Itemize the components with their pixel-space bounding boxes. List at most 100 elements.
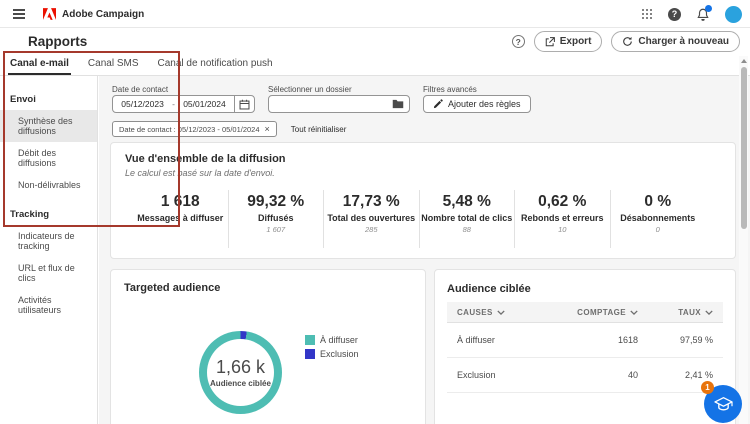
donut-total-value: 1,66 k: [215, 357, 266, 377]
add-rules-button[interactable]: Ajouter des règles: [423, 95, 531, 113]
reload-label: Charger à nouveau: [638, 36, 729, 47]
export-button[interactable]: Export: [533, 31, 603, 52]
legend-swatch-teal: [305, 335, 315, 345]
cell-count: 40: [627, 370, 638, 380]
hamburger-menu-icon[interactable]: [13, 9, 25, 19]
sidebar-section-envoi: Envoi: [10, 94, 36, 105]
metric-label: Diffusés: [257, 213, 294, 223]
metric-total-clics: 5,48 % Nombre total de clics 88: [418, 190, 515, 248]
date-end-field[interactable]: 05/01/2024: [183, 99, 226, 109]
metric-total-ouvertures: 17,73 % Total des ouvertures 285: [323, 190, 419, 248]
metric-sub: 10: [558, 225, 567, 234]
audience-table: CAUSES COMPTAGE TAUX À diffuser 1618: [447, 302, 723, 393]
date-filter-label: Date de contact: [112, 85, 169, 94]
date-filter-chip[interactable]: Date de contact : 05/12/2023 - 05/01/202…: [112, 121, 277, 137]
tab-canal-notification-push[interactable]: Canal de notification push: [157, 58, 273, 69]
targeted-audience-card: Targeted audience 1,66 k Audience ciblée…: [110, 269, 426, 424]
cell-cause: À diffuser: [457, 335, 495, 345]
pencil-icon: [433, 99, 443, 109]
targeted-audience-title: Targeted audience: [124, 282, 221, 294]
chevron-down-icon: [497, 309, 505, 315]
sidebar-section-tracking: Tracking: [10, 209, 50, 220]
folder-icon: [392, 99, 404, 109]
legend-item-a-diffuser: À diffuser: [305, 335, 359, 345]
folder-select-input[interactable]: [268, 95, 410, 113]
page-title: Rapports: [28, 34, 88, 49]
page-header: Rapports ? Export Charger à nouveau: [0, 28, 750, 55]
metric-value: 1 618: [160, 193, 200, 210]
chevron-down-icon: [630, 309, 638, 315]
table-row-exclusion[interactable]: Exclusion 40 2,41 %: [447, 358, 723, 393]
scroll-up-arrow-icon[interactable]: [741, 59, 747, 63]
legend-swatch-blue: [305, 349, 315, 359]
metric-sub: 285: [364, 225, 378, 234]
fab-badge: 1: [701, 381, 714, 394]
table-row-a-diffuser[interactable]: À diffuser 1618 97,59 %: [447, 323, 723, 358]
sidebar-item-url-et-flux-de-clics[interactable]: URL et flux de clics: [18, 263, 75, 283]
notifications-bell-icon[interactable]: [696, 4, 712, 22]
column-header-comptage[interactable]: COMPTAGE: [518, 308, 638, 317]
column-label: CAUSES: [457, 307, 493, 317]
cell-count: 1618: [617, 335, 638, 345]
metric-label: Total des ouvertures: [327, 213, 416, 223]
calendar-icon: [239, 99, 250, 109]
add-rules-label: Ajouter des règles: [448, 99, 521, 109]
folder-filter-label: Sélectionner un dossier: [268, 85, 352, 94]
audience-table-title: Audience ciblée: [447, 283, 531, 295]
notification-badge: [705, 4, 712, 12]
audience-ciblee-card: Audience ciblée CAUSES COMPTAGE TAUX: [434, 269, 736, 424]
sidebar-item-debit-des-diffusions[interactable]: Débit des diffusions: [18, 148, 57, 168]
sidebar-item-non-delivrables[interactable]: Non-délivrables: [18, 180, 81, 190]
overview-title: Vue d'ensemble de la diffusion: [125, 153, 286, 165]
page-help-icon[interactable]: ?: [511, 35, 525, 48]
cell-rate: 97,59 %: [679, 335, 713, 345]
main-content: Date de contact Sélectionner un dossier …: [99, 76, 750, 424]
top-navigation-bar: Adobe Campaign ?: [0, 0, 750, 28]
metric-desabonnements: 0 % Désabonnements 0: [609, 190, 706, 248]
cell-cause: Exclusion: [457, 370, 496, 380]
metric-value: 5,48 %: [442, 193, 491, 210]
sidebar-item-indicateurs-de-tracking[interactable]: Indicateurs de tracking: [18, 231, 75, 251]
user-avatar[interactable]: [725, 5, 742, 23]
chevron-down-icon: [705, 309, 713, 315]
app-switcher-icon[interactable]: [642, 8, 653, 20]
learning-assistant-fab[interactable]: 1: [701, 381, 742, 423]
column-header-taux[interactable]: TAUX: [638, 308, 713, 317]
audience-donut-chart: [199, 331, 282, 414]
export-icon: [545, 36, 555, 46]
channel-tabs: Canal e-mail Canal SMS Canal de notifica…: [0, 55, 750, 76]
calendar-button[interactable]: [234, 96, 254, 112]
sidebar-item-activites-utilisateurs[interactable]: Activités utilisateurs: [18, 295, 62, 315]
tab-canal-sms[interactable]: Canal SMS: [87, 58, 139, 69]
metric-value: 17,73 %: [342, 193, 400, 210]
date-separator: -: [172, 99, 175, 109]
reports-sidebar: Envoi Synthèse des diffusions Débit des …: [0, 76, 98, 424]
date-range-picker[interactable]: 05/12/2023 - 05/01/2024: [112, 95, 255, 113]
metric-sub: 0: [655, 225, 660, 234]
metric-rebonds-erreurs: 0,62 % Rebonds et erreurs 10: [514, 190, 610, 248]
vertical-scrollbar[interactable]: [739, 56, 748, 424]
tab-canal-email[interactable]: Canal e-mail: [8, 58, 71, 75]
cell-rate: 2,41 %: [684, 370, 713, 380]
chip-label: Date de contact : 05/12/2023 - 05/01/202…: [119, 124, 260, 134]
scrollbar-thumb[interactable]: [740, 67, 747, 229]
reload-button[interactable]: Charger à nouveau: [611, 31, 740, 52]
metric-messages-a-diffuser: 1 618 Messages à diffuser: [133, 190, 228, 248]
column-header-causes[interactable]: CAUSES: [457, 308, 518, 317]
chip-close-icon[interactable]: ×: [264, 124, 270, 134]
metric-value: 0 %: [644, 193, 672, 210]
metric-sub: 88: [462, 225, 471, 234]
help-icon[interactable]: ?: [668, 7, 681, 21]
folder-browse-button[interactable]: [392, 99, 409, 109]
metric-label: Nombre total de clics: [421, 213, 513, 223]
date-start-field[interactable]: 05/12/2023: [121, 99, 164, 109]
advanced-filters-label: Filtres avancés: [423, 85, 477, 94]
export-label: Export: [559, 36, 592, 47]
metric-label: Messages à diffuser: [137, 213, 224, 223]
donut-total-label: Audience ciblée: [210, 379, 271, 388]
overview-metrics: 1 618 Messages à diffuser 99,32 % Diffus…: [133, 190, 705, 248]
metric-sub: 1 607: [266, 225, 286, 234]
reset-all-link[interactable]: Tout réinitialiser: [290, 124, 347, 134]
sidebar-item-synthese-des-diffusions[interactable]: Synthèse des diffusions: [0, 110, 97, 142]
